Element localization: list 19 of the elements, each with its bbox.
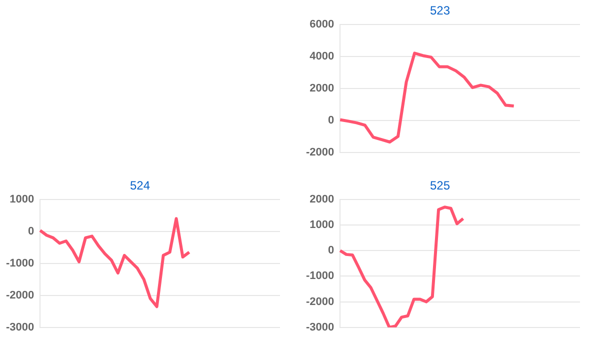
y-tick-label: -2000 (6, 289, 34, 302)
y-tick-label: 1000 (310, 219, 334, 232)
y-tick-label: 1000 (10, 193, 34, 206)
y-tick-label: 0 (328, 114, 334, 126)
y-tick-label: 0 (28, 225, 34, 238)
y-tick-label: -1000 (306, 270, 334, 282)
y-tick-label: 0 (328, 244, 334, 257)
chart-title: 524 (130, 178, 150, 193)
y-tick-label: -1000 (6, 257, 34, 270)
chart-title: 525 (430, 178, 450, 193)
y-tick-label: -3000 (6, 321, 34, 334)
y-tick-label: 2000 (310, 82, 334, 94)
y-tick-label: -2000 (306, 296, 334, 308)
y-tick-label: 4000 (310, 50, 334, 62)
y-tick-label: 2000 (310, 193, 334, 206)
y-tick-label: -3000 (306, 321, 334, 334)
chart-title: 523 (430, 4, 450, 18)
y-tick-label: 6000 (310, 18, 334, 30)
y-tick-label: -2000 (306, 146, 334, 158)
